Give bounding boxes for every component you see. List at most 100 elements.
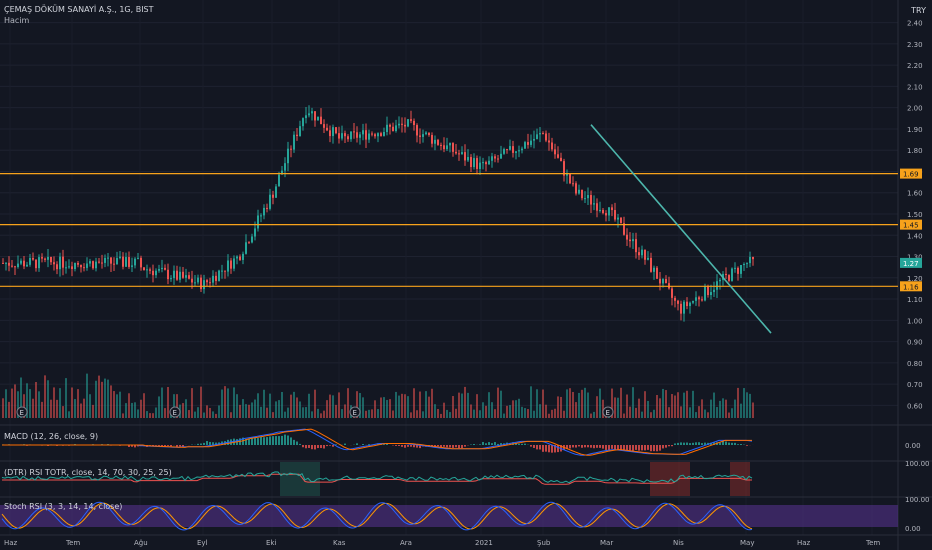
macd-histogram-bar <box>257 438 259 445</box>
volume-bar <box>245 404 247 418</box>
volume-label: Hacim <box>4 16 30 25</box>
candle <box>455 151 457 154</box>
candle <box>125 257 127 267</box>
macd-histogram-bar <box>677 442 679 445</box>
candle <box>272 194 274 198</box>
candle <box>536 134 538 139</box>
candle <box>368 133 370 140</box>
volume-bar <box>95 380 97 418</box>
macd-histogram-bar <box>401 445 403 447</box>
volume-bar <box>365 410 367 418</box>
volume-bar <box>734 399 736 418</box>
candle <box>476 158 478 169</box>
volume-bar <box>713 392 715 418</box>
candle <box>137 257 139 259</box>
candle <box>650 257 652 272</box>
y-tick-label: 1.50 <box>907 211 923 219</box>
volume-bar <box>323 410 325 418</box>
volume-bar <box>83 398 85 418</box>
volume-bar <box>326 400 328 418</box>
volume-bar <box>488 392 490 418</box>
macd-histogram-bar <box>587 445 589 448</box>
volume-bar <box>638 398 640 418</box>
macd-histogram-bar <box>530 445 532 447</box>
y-tick-label: 1.40 <box>907 232 923 240</box>
candle <box>677 300 679 304</box>
rsi-signal-line <box>2 473 752 485</box>
volume-bar <box>659 398 661 418</box>
candle <box>239 256 241 260</box>
volume-bar <box>374 400 376 418</box>
volume-bar <box>452 396 454 418</box>
candle <box>593 203 595 205</box>
volume-bar <box>710 399 712 418</box>
volume-bar <box>116 394 118 418</box>
volume-bar <box>647 400 649 418</box>
macd-histogram-bar <box>590 445 592 448</box>
candle <box>11 265 13 267</box>
x-tick-label: Eki <box>266 539 276 547</box>
volume-bar <box>740 403 742 418</box>
volume-bar <box>521 406 523 418</box>
macd-histogram-bar <box>737 444 739 445</box>
candle <box>512 146 514 153</box>
volume-bar <box>635 407 637 418</box>
volume-bar <box>554 408 556 418</box>
candle <box>308 113 310 116</box>
candle <box>491 156 493 161</box>
macd-histogram-bar <box>179 445 181 447</box>
macd-histogram-bar <box>722 441 724 445</box>
candle <box>395 125 397 132</box>
volume-bar <box>431 388 433 418</box>
macd-histogram-bar <box>497 443 499 445</box>
volume-bar <box>602 399 604 418</box>
candle <box>188 275 190 279</box>
macd-histogram-bar <box>653 445 655 452</box>
volume-bar <box>671 394 673 418</box>
volume-bar <box>56 399 58 418</box>
volume-bar <box>71 387 73 418</box>
volume-bar <box>62 406 64 418</box>
candle <box>245 242 247 254</box>
volume-bar <box>149 413 151 418</box>
candle <box>662 279 664 284</box>
macd-histogram-bar <box>569 445 571 449</box>
candle <box>497 158 499 160</box>
level-price-label: 1.45 <box>903 222 919 230</box>
macd-histogram-bar <box>128 445 130 447</box>
candle <box>44 258 46 260</box>
candle <box>734 267 736 269</box>
candle <box>350 131 352 140</box>
macd-histogram-bar <box>263 437 265 445</box>
candle <box>569 173 571 184</box>
candle <box>353 131 355 133</box>
candle <box>632 239 634 242</box>
volume-bar <box>230 412 232 418</box>
candle <box>314 111 316 121</box>
macd-histogram-bar <box>611 445 613 449</box>
candle <box>725 273 727 276</box>
candle <box>605 213 607 216</box>
candle <box>275 186 277 198</box>
volume-bar <box>728 412 730 418</box>
macd-histogram-bar <box>692 442 694 445</box>
volume-bar <box>335 404 337 418</box>
candle <box>260 215 262 217</box>
volume-bar <box>212 411 214 418</box>
candle <box>173 270 175 279</box>
candle <box>164 267 166 270</box>
volume-bar <box>653 409 655 418</box>
candle <box>140 257 142 268</box>
macd-histogram-bar <box>662 445 664 449</box>
candle <box>485 162 487 165</box>
macd-histogram-bar <box>404 445 406 448</box>
macd-histogram-bar <box>656 445 658 452</box>
candle <box>62 256 64 268</box>
volume-bar <box>512 400 514 418</box>
rsi-label: (DTR) RSI TOTR, close, 14, 70, 30, 25, 2… <box>4 468 172 477</box>
volume-bar <box>425 391 427 418</box>
volume-bar <box>491 402 493 418</box>
macd-histogram-bar <box>725 441 727 445</box>
candle <box>365 130 367 140</box>
